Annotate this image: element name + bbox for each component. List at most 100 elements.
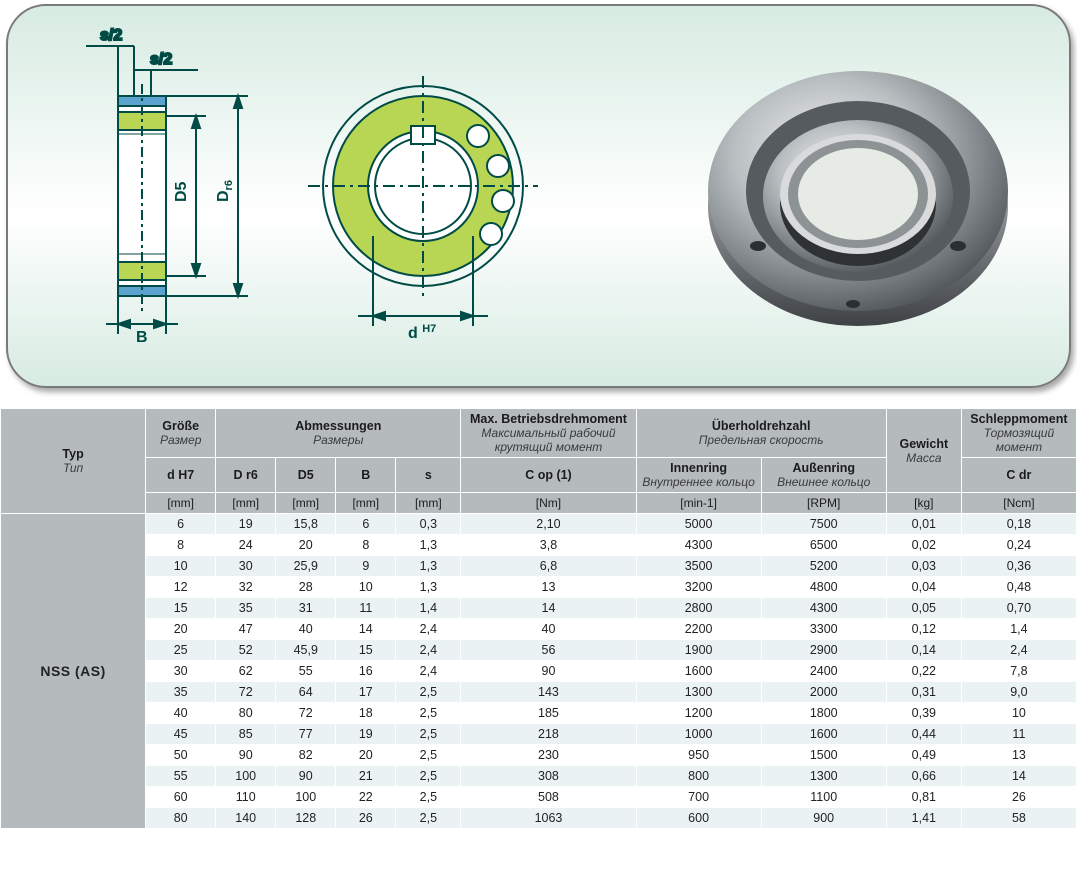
hdr-innen: InnenringВнутреннее кольцо	[636, 458, 761, 493]
data-cell: 1900	[636, 640, 761, 661]
data-cell: 9	[336, 556, 396, 577]
data-cell: 28	[276, 577, 336, 598]
data-cell: 19	[216, 514, 276, 535]
data-cell: 3500	[636, 556, 761, 577]
label-s2-right: s/2	[150, 51, 172, 68]
data-cell: 0,3	[396, 514, 461, 535]
data-cell: 60	[146, 787, 216, 808]
data-cell: 62	[216, 661, 276, 682]
data-cell: 110	[216, 787, 276, 808]
table-row: 509082202,523095015000,4913	[1, 745, 1077, 766]
hdr-aussen: AußenringВнешнее кольцо	[761, 458, 886, 493]
data-cell: 52	[216, 640, 276, 661]
svg-text:Dr6: Dr6	[215, 180, 235, 202]
data-cell: 0,48	[961, 577, 1076, 598]
table-row: 306255162,490160024000,227,8	[1, 661, 1077, 682]
data-cell: 40	[276, 619, 336, 640]
hdr-ueber: ÜberholdrehzahlПредельная скорость	[636, 409, 886, 458]
data-cell: 2000	[761, 682, 886, 703]
data-cell: 18	[336, 703, 396, 724]
data-cell: 10	[336, 577, 396, 598]
table-row: NSS (AS)61915,860,32,10500075000,010,18	[1, 514, 1077, 535]
hdr-Dr6: D r6	[216, 458, 276, 493]
table-row: 408072182,5185120018000,3910	[1, 703, 1077, 724]
data-cell: 1000	[636, 724, 761, 745]
data-cell: 0,44	[886, 724, 961, 745]
data-cell: 1,3	[396, 556, 461, 577]
table-row: 255245,9152,456190029000,142,4	[1, 640, 1077, 661]
table-row: 123228101,313320048000,040,48	[1, 577, 1077, 598]
table-row: 458577192,5218100016000,4411	[1, 724, 1077, 745]
data-cell: 90	[216, 745, 276, 766]
data-cell: 14	[336, 619, 396, 640]
data-cell: 14	[461, 598, 636, 619]
data-cell: 0,39	[886, 703, 961, 724]
table-row: 80140128262,510636009001,4158	[1, 808, 1077, 829]
data-cell: 0,03	[886, 556, 961, 577]
table-row: 60110100222,550870011000,8126	[1, 787, 1077, 808]
data-cell: 2,5	[396, 808, 461, 829]
data-cell: 13	[461, 577, 636, 598]
table-row: 103025,991,36,8350052000,030,36	[1, 556, 1077, 577]
hdr-dH7: d H7	[146, 458, 216, 493]
data-cell: 1,4	[961, 619, 1076, 640]
data-cell: 2,5	[396, 787, 461, 808]
data-cell: 82	[276, 745, 336, 766]
data-cell: 185	[461, 703, 636, 724]
hdr-maxbetr: Max. BetriebsdrehmomentМаксимальный рабо…	[461, 409, 636, 458]
data-cell: 2200	[636, 619, 761, 640]
data-cell: 2,10	[461, 514, 636, 535]
data-cell: 45	[146, 724, 216, 745]
data-cell: 0,49	[886, 745, 961, 766]
data-cell: 8	[336, 535, 396, 556]
data-cell: 0,18	[961, 514, 1076, 535]
data-cell: 6	[146, 514, 216, 535]
data-cell: 0,36	[961, 556, 1076, 577]
hdr-gewicht: GewichtМасса	[886, 409, 961, 493]
data-cell: 1,4	[396, 598, 461, 619]
data-cell: 0,81	[886, 787, 961, 808]
data-cell: 1600	[761, 724, 886, 745]
data-cell: 2,5	[396, 745, 461, 766]
data-cell: 3,8	[461, 535, 636, 556]
bearing-render	[688, 36, 1028, 356]
data-cell: 1200	[636, 703, 761, 724]
data-cell: 2,4	[961, 640, 1076, 661]
data-cell: 1300	[761, 766, 886, 787]
label-d: d	[408, 325, 418, 342]
spec-table-head: TypТип GrößeРазмер AbmessungenРазмеры Ma…	[1, 409, 1077, 514]
data-cell: 26	[961, 787, 1076, 808]
data-cell: 0,05	[886, 598, 961, 619]
data-cell: 10	[146, 556, 216, 577]
data-cell: 800	[636, 766, 761, 787]
data-cell: 4800	[761, 577, 886, 598]
data-cell: 16	[336, 661, 396, 682]
data-cell: 2,4	[396, 619, 461, 640]
cross-section-drawing: s/2 s/2	[78, 24, 268, 344]
data-cell: 2,4	[396, 661, 461, 682]
hdr-typ: TypТип	[1, 409, 146, 514]
data-cell: 600	[636, 808, 761, 829]
data-cell: 25	[146, 640, 216, 661]
data-cell: 0,14	[886, 640, 961, 661]
data-cell: 21	[336, 766, 396, 787]
data-cell: 1,41	[886, 808, 961, 829]
hdr-cdr: C dr	[961, 458, 1076, 493]
data-cell: 72	[216, 682, 276, 703]
hdr-groesse: GrößeРазмер	[146, 409, 216, 458]
data-cell: 900	[761, 808, 886, 829]
label-s2-top: s/2	[100, 27, 122, 44]
data-cell: 100	[216, 766, 276, 787]
label-B: B	[136, 329, 148, 344]
data-cell: 1800	[761, 703, 886, 724]
svg-text:d H7: d H7	[408, 323, 436, 342]
hdr-cop: C op (1)	[461, 458, 636, 493]
data-cell: 22	[336, 787, 396, 808]
data-cell: 1100	[761, 787, 886, 808]
data-cell: 20	[276, 535, 336, 556]
data-cell: 140	[216, 808, 276, 829]
data-cell: 13	[961, 745, 1076, 766]
data-cell: 45,9	[276, 640, 336, 661]
data-cell: 0,70	[961, 598, 1076, 619]
data-cell: 11	[336, 598, 396, 619]
